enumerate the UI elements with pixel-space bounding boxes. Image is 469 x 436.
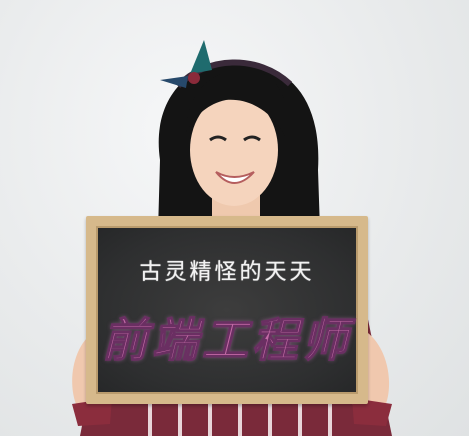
chalkboard: 古灵精怪的天天 前端工程师 [86,216,368,404]
smile [215,171,255,184]
right-eye [243,135,261,142]
chalkboard-subtitle: 古灵精怪的天天 [139,260,315,285]
hair-bow-icon [190,40,212,74]
chalkboard-title: 前端工程师 [101,312,352,367]
bangs [186,69,288,138]
face [190,94,278,206]
left-eye [209,135,227,142]
